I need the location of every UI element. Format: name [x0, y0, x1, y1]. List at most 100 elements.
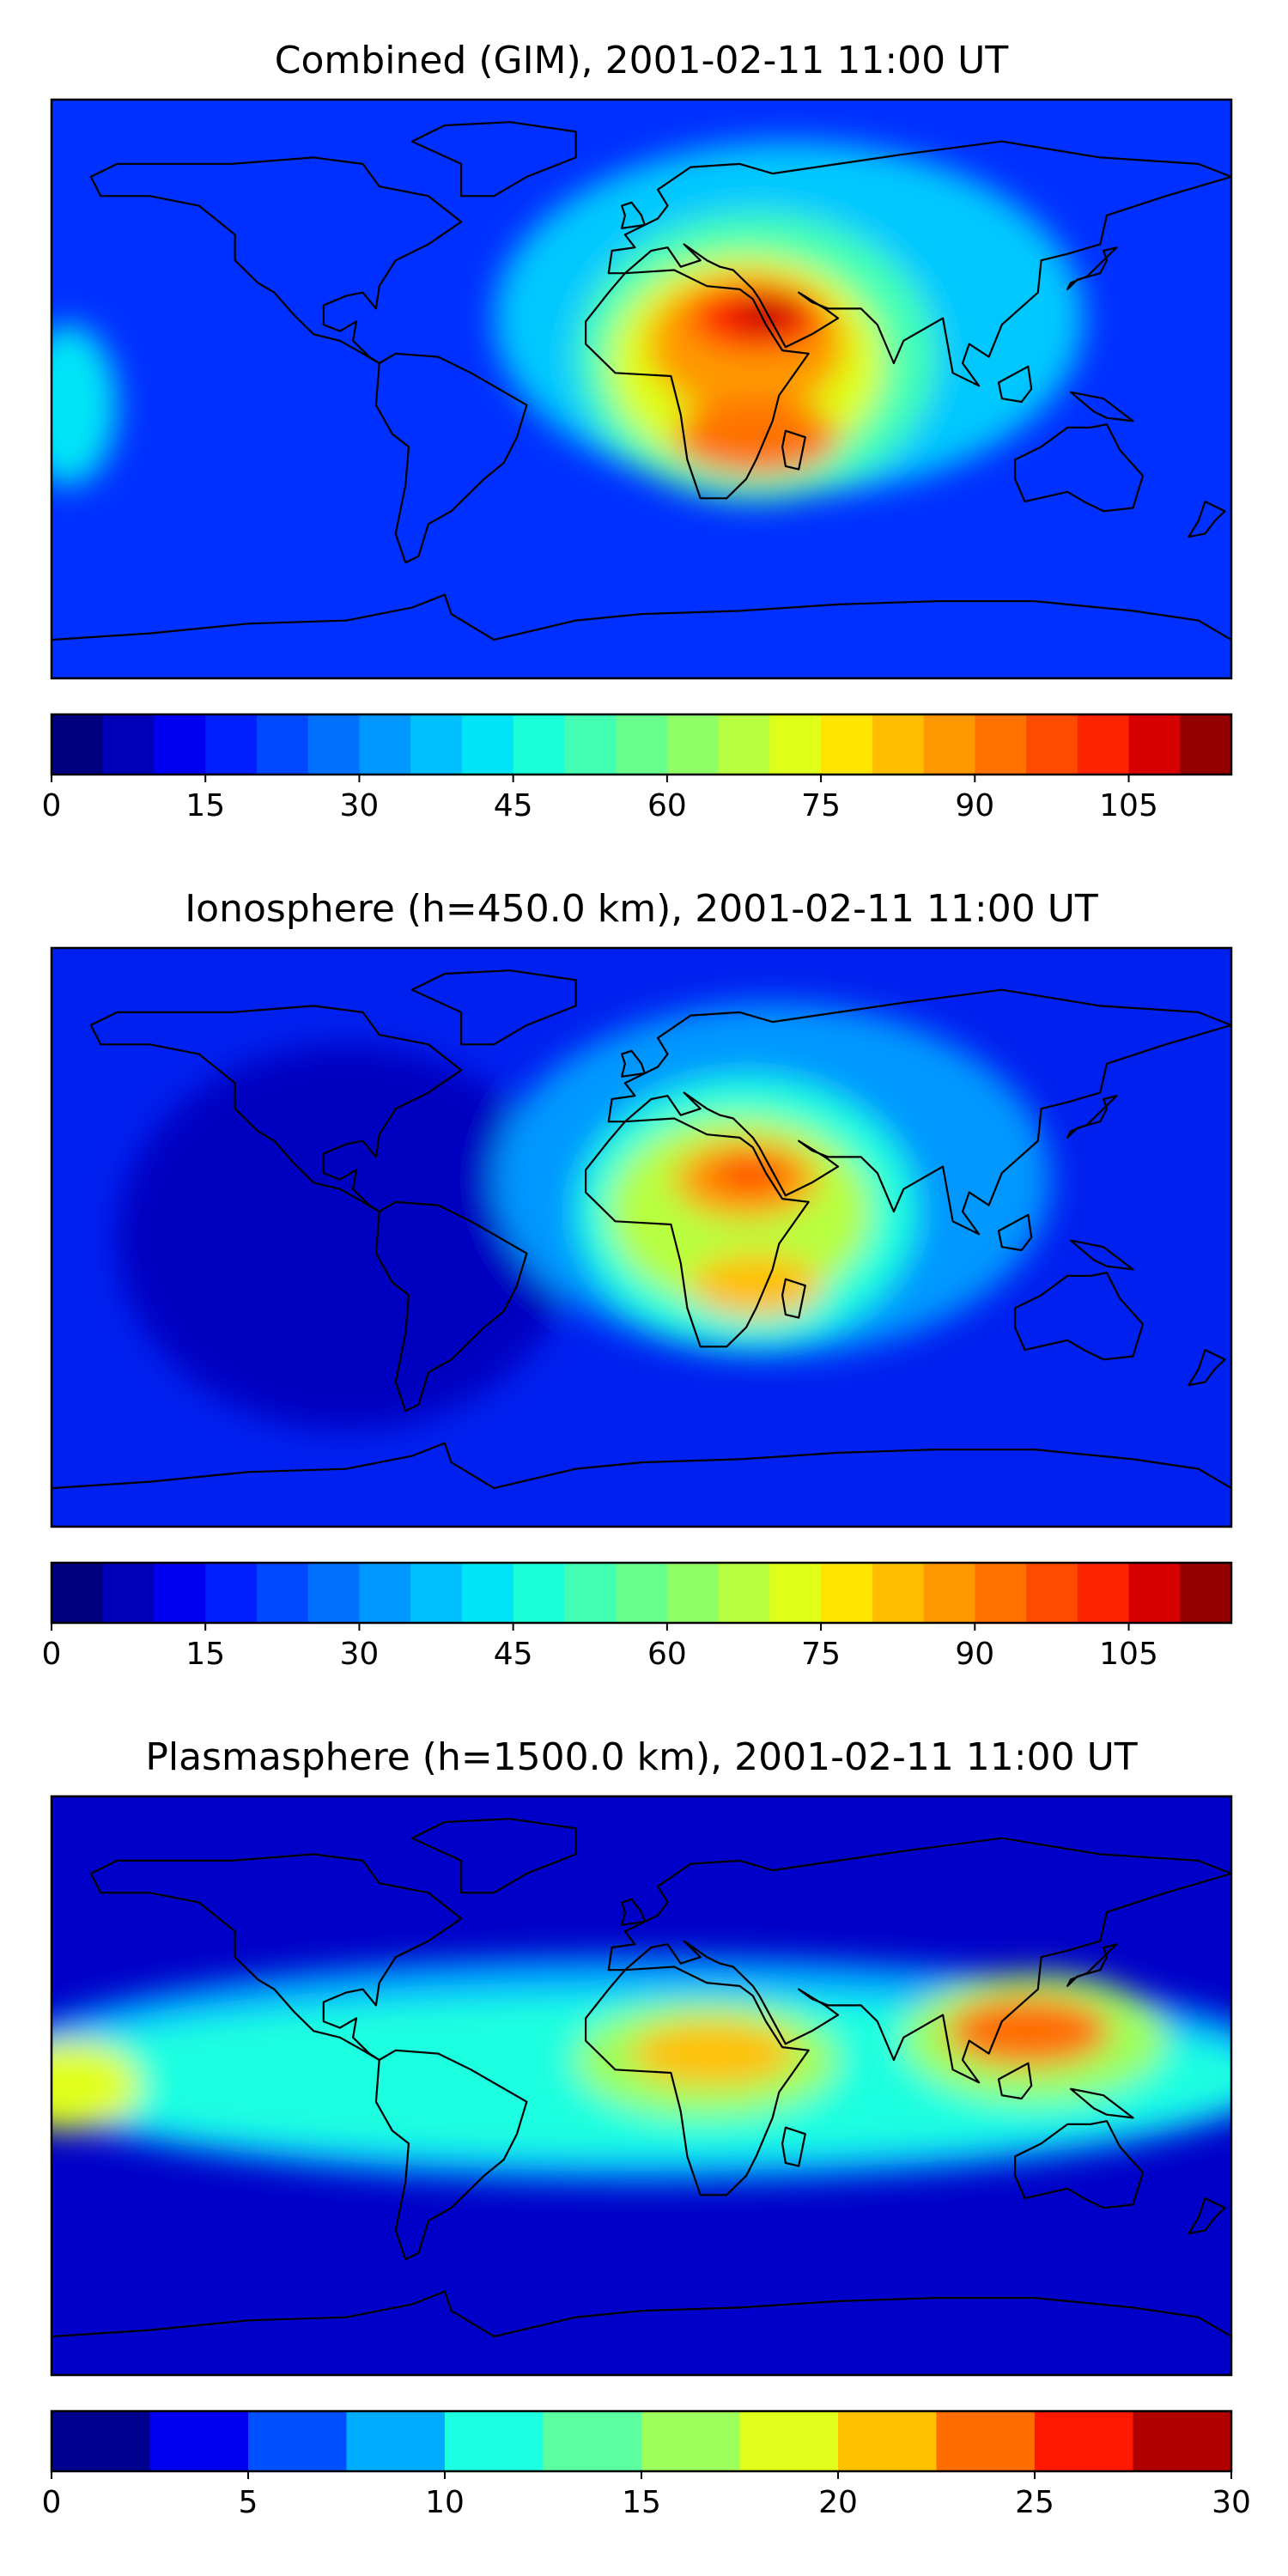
- colorbar-tick-label: 45: [494, 1637, 533, 1672]
- colorbar-tick-label: 0: [42, 2485, 62, 2520]
- coastlines: [52, 1818, 1231, 2375]
- colorbar-segment: [666, 1563, 720, 1623]
- coast-new-guinea: [1069, 1239, 1134, 1271]
- colorbar-segment: [739, 2411, 839, 2471]
- colorbar-tick-label: 90: [955, 788, 994, 823]
- colorbar-segment: [564, 714, 617, 775]
- heatmap-contour-0: [117, 1044, 576, 1431]
- coast-greenland: [410, 969, 577, 1046]
- colorbar-tick-label: 30: [340, 788, 380, 823]
- colorbar-segment: [307, 1563, 361, 1623]
- colorbar-segment: [1035, 2411, 1134, 2471]
- colorbar-segment: [1077, 714, 1130, 775]
- colorbar-tick-label: 15: [185, 788, 225, 823]
- coast-madagascar: [781, 429, 806, 471]
- colorbar-segment: [359, 1563, 411, 1623]
- colorbar-frame: [50, 1561, 1233, 1625]
- coast-africa: [585, 269, 810, 500]
- colorbar-segment: [248, 2411, 348, 2471]
- coast-uk: [621, 1898, 646, 1926]
- colorbar-segment: [461, 1563, 514, 1623]
- coastlines: [52, 121, 1231, 678]
- colorbar-tick-label: 0: [42, 1637, 62, 1672]
- colorbar-segment: [346, 2411, 446, 2471]
- colorbar-segment: [616, 1563, 668, 1623]
- coast-australia: [1014, 423, 1145, 513]
- colorbar-segment: [1128, 714, 1181, 775]
- coastlines: [52, 969, 1231, 1527]
- colorbar-segment: [821, 1563, 873, 1623]
- colorbar-tick-label: 25: [1015, 2485, 1054, 2520]
- heatmap-field: [117, 1002, 1052, 1431]
- colorbar-segment: [513, 714, 565, 775]
- map-frame: [50, 98, 1233, 680]
- colorbar-segment: [102, 714, 155, 775]
- colorbar-segment: [461, 714, 514, 775]
- colorbar-segment: [923, 1563, 975, 1623]
- colorbar-segment: [666, 714, 720, 775]
- colorbar-segment: [445, 2411, 544, 2471]
- coast-south-america: [374, 2049, 528, 2261]
- colorbar-segment: [769, 1563, 822, 1623]
- colorbar-segment: [543, 2411, 642, 2471]
- colorbar-tick-label: 15: [185, 1637, 225, 1672]
- colorbar-frame: [50, 713, 1233, 776]
- colorbar-segment: [641, 2411, 741, 2471]
- colorbar-tick-label: 60: [647, 788, 687, 823]
- coast-africa: [585, 1117, 810, 1348]
- panel-title: Combined (GIM), 2001-02-11 11:00 UT: [275, 39, 1009, 82]
- colorbar-tick-label: 90: [955, 1637, 994, 1672]
- coast-new-zealand: [1188, 1349, 1226, 1387]
- colorbar-segment: [205, 714, 258, 775]
- coast-greenland: [410, 1818, 577, 1894]
- coast-north-america: [89, 1005, 463, 1213]
- coast-greenland: [410, 121, 577, 197]
- coast-japan: [1066, 246, 1118, 290]
- coast-borneo: [997, 1213, 1033, 1252]
- colorbar-segment: [769, 714, 822, 775]
- colorbar-segment: [52, 2411, 151, 2471]
- colorbar-segment: [102, 1563, 155, 1623]
- coast-south-america: [374, 1200, 528, 1413]
- colorbar-tick-label: 15: [622, 2485, 661, 2520]
- heatmap-field: [52, 1957, 1231, 2183]
- colorbar: 0 15 30 45 60 75 90 105: [42, 713, 1233, 823]
- colorbar-segment: [410, 1563, 463, 1623]
- colorbar-tick-label: 105: [1099, 788, 1158, 823]
- colorbar-segment: [1026, 1563, 1078, 1623]
- colorbar-segment: [1180, 714, 1232, 775]
- colorbar-tick-label: 60: [647, 1637, 687, 1672]
- colorbar-segment: [410, 714, 463, 775]
- colorbar-segment: [1128, 1563, 1181, 1623]
- colorbar-segment: [872, 1563, 925, 1623]
- colorbar-segment: [154, 1563, 206, 1623]
- coast-japan: [1066, 1095, 1118, 1139]
- colorbar-segment: [718, 1563, 770, 1623]
- coast-north-america: [89, 156, 463, 365]
- colorbar-tick-label: 0: [42, 788, 62, 823]
- coast-madagascar: [781, 2126, 806, 2167]
- colorbar-segment: [256, 714, 309, 775]
- colorbar-segment: [149, 2411, 249, 2471]
- colorbar-tick-label: 30: [1212, 2485, 1251, 2520]
- coast-new-guinea: [1069, 2087, 1134, 2119]
- coast-madagascar: [781, 1278, 806, 1319]
- panel-ionosphere: Ionosphere (h=450.0 km), 2001-02-11 11:0…: [42, 887, 1233, 1672]
- colorbar-tick-label: 30: [340, 1637, 380, 1672]
- coast-antarctica: [52, 593, 1231, 678]
- colorbar-tick-label: 45: [494, 788, 533, 823]
- colorbar-segment: [838, 2411, 938, 2471]
- coast-north-america: [89, 1853, 463, 2062]
- coast-australia: [1014, 1272, 1145, 1361]
- coast-borneo: [997, 365, 1033, 404]
- coast-japan: [1066, 1943, 1118, 1987]
- colorbar-segment: [307, 714, 361, 775]
- colorbar-segment: [1026, 714, 1078, 775]
- coast-eurasia: [607, 1837, 1231, 2084]
- colorbar-segment: [564, 1563, 617, 1623]
- colorbar-segment: [975, 1563, 1027, 1623]
- panel-title: Ionosphere (h=450.0 km), 2001-02-11 11:0…: [185, 887, 1098, 931]
- coast-uk: [621, 1049, 646, 1078]
- colorbar-segment: [52, 714, 104, 775]
- colorbar-tick-label: 105: [1099, 1637, 1158, 1672]
